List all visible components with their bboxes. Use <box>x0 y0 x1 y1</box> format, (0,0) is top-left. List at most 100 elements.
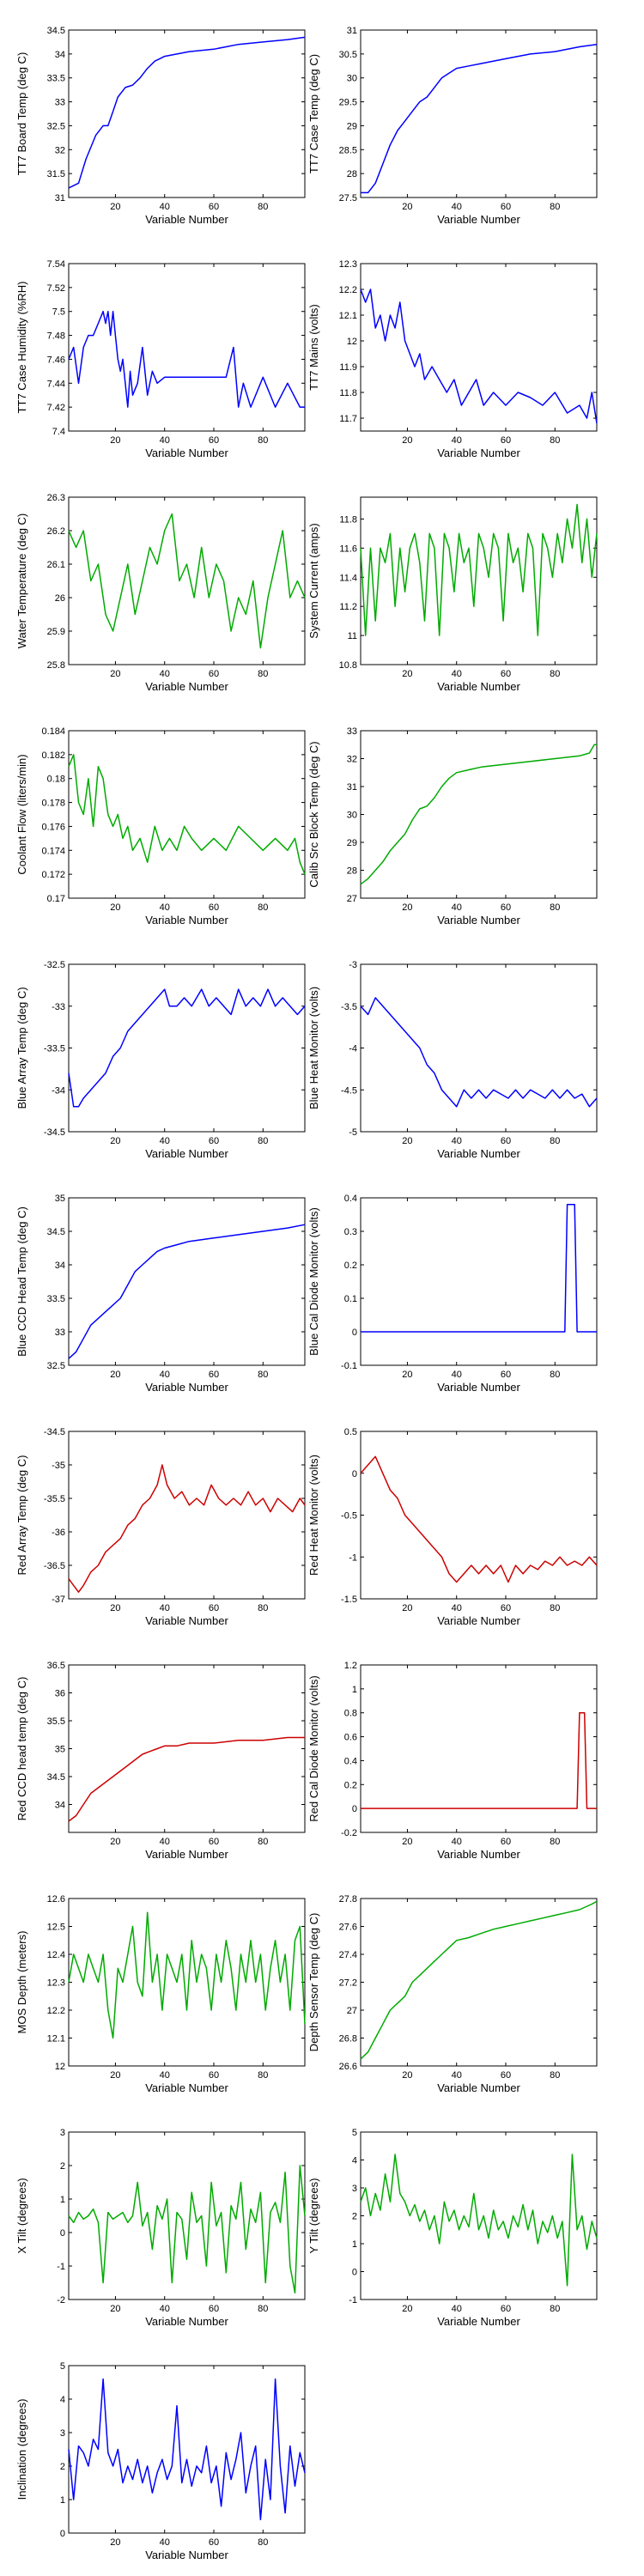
chart-7-y-tick-label: 0.184 <box>41 726 65 737</box>
chart-19-y-tick-label: 1 <box>60 2195 65 2205</box>
chart-7-y-tick-label: 0.172 <box>41 870 65 880</box>
chart-6-y-axis-label: System Current (amps) <box>307 523 320 638</box>
chart-13-y-axis-label: Red Array Temp (deg C) <box>15 1455 28 1576</box>
chart-15-x-tick-label: 40 <box>160 1837 170 1847</box>
chart-18-x-axis-label: Variable Number <box>437 2081 520 2094</box>
chart-9-x-tick-label: 80 <box>258 1136 268 1146</box>
chart-7-x-tick-label: 20 <box>110 902 120 913</box>
chart-5-x-axis-label: Variable Number <box>145 680 228 693</box>
chart-7-x-tick-label: 60 <box>209 902 219 913</box>
chart-7-axes-box <box>68 730 306 899</box>
chart-8-x-tick-label: 20 <box>402 902 412 913</box>
chart-14-x-tick-label: 80 <box>550 1603 560 1613</box>
chart-12-y-tick-label: 0.2 <box>344 1261 357 1271</box>
chart-11-y-tick-label: 33.5 <box>47 1294 65 1304</box>
chart-18-y-tick-label: 27.8 <box>339 1894 357 1905</box>
chart-21-x-tick-label: 80 <box>258 2537 268 2548</box>
chart-17-x-tick-label: 40 <box>160 2070 170 2081</box>
chart-8-y-tick-label: 28 <box>347 866 357 877</box>
chart-3-y-tick-label: 7.42 <box>47 403 65 413</box>
chart-15-x-tick-label: 80 <box>258 1837 268 1847</box>
chart-8-y-tick-label: 29 <box>347 838 357 848</box>
chart-15-x-axis-label: Variable Number <box>145 1848 228 1861</box>
chart-18-x-tick-label: 40 <box>452 2070 462 2081</box>
chart-12-y-tick-label: 0.3 <box>344 1227 357 1237</box>
chart-1-x-tick-label: 40 <box>160 202 170 212</box>
chart-3-y-tick-label: 7.44 <box>47 379 65 389</box>
chart-14-y-tick-label: 0.5 <box>344 1427 357 1437</box>
chart-6-x-tick-label: 80 <box>550 669 560 679</box>
chart-4-x-axis-label: Variable Number <box>437 447 520 459</box>
chart-1-x-tick-label: 60 <box>209 202 219 212</box>
chart-6-y-tick-label: 10.8 <box>339 660 357 671</box>
chart-10-series-line <box>360 997 598 1108</box>
chart-13-series-line <box>68 1464 306 1593</box>
chart-20-y-tick-label: -1 <box>349 2295 357 2306</box>
chart-17-y-tick-label: 12.3 <box>47 1978 65 1989</box>
chart-13-x-tick-label: 60 <box>209 1603 219 1613</box>
chart-17-x-axis-label: Variable Number <box>145 2081 228 2094</box>
chart-8-x-tick-label: 60 <box>501 902 511 913</box>
chart-6-x-tick-label: 20 <box>402 669 412 679</box>
chart-20-y-tick-label: 0 <box>352 2268 357 2278</box>
chart-19-x-tick-label: 80 <box>258 2304 268 2314</box>
chart-3-y-tick-label: 7.4 <box>52 427 65 437</box>
chart-15-x-tick-label: 20 <box>110 1837 120 1847</box>
chart-6-axes-box <box>360 496 598 665</box>
chart-15-y-tick-label: 34.5 <box>47 1772 65 1783</box>
chart-1-y-tick-label: 34 <box>55 50 65 60</box>
chart-20-y-tick-label: 1 <box>352 2239 357 2250</box>
chart-4-x-tick-label: 80 <box>550 435 560 446</box>
chart-1-y-tick-label: 31 <box>55 193 65 204</box>
chart-18-y-axis-label: Depth Sensor Temp (deg C) <box>307 1913 320 2052</box>
chart-20-y-tick-label: 2 <box>352 2212 357 2222</box>
chart-8-axes-box <box>360 730 598 899</box>
chart-21-y-tick-label: 3 <box>60 2428 65 2439</box>
chart-1-y-tick-label: 34.5 <box>47 26 65 36</box>
chart-10-x-tick-label: 40 <box>452 1136 462 1146</box>
chart-13-y-tick-label: -34.5 <box>44 1427 65 1437</box>
chart-10-y-tick-label: -3.5 <box>341 1002 357 1012</box>
chart-14-series-line <box>360 1455 598 1583</box>
chart-21-series-line <box>68 2378 306 2521</box>
chart-18-y-tick-label: 26.8 <box>339 2034 357 2044</box>
chart-11-y-tick-label: 33 <box>55 1327 65 1338</box>
chart-19-x-tick-label: 40 <box>160 2304 170 2314</box>
chart-2-y-tick-label: 29 <box>347 121 357 131</box>
chart-1-x-tick-label: 20 <box>110 202 120 212</box>
chart-17-axes-box <box>68 1898 306 2067</box>
chart-20-x-tick-label: 80 <box>550 2304 560 2314</box>
chart-19-y-axis-label: X Tilt (degrees) <box>15 2178 28 2253</box>
chart-14-x-tick-label: 60 <box>501 1603 511 1613</box>
chart-8-y-tick-label: 32 <box>347 755 357 765</box>
chart-17-y-tick-label: 12.4 <box>47 1950 65 1960</box>
chart-19-x-axis-label: Variable Number <box>145 2315 228 2328</box>
chart-2-x-axis-label: Variable Number <box>437 213 520 226</box>
chart-7-x-axis-label: Variable Number <box>145 914 228 927</box>
chart-18-y-tick-label: 27.6 <box>339 1923 357 1933</box>
chart-19-y-tick-label: -2 <box>57 2295 65 2306</box>
chart-10-y-tick-label: -3 <box>349 960 357 970</box>
chart-6-series-line <box>360 503 598 636</box>
chart-21-y-tick-label: 4 <box>60 2395 65 2405</box>
chart-8-x-tick-label: 80 <box>550 902 560 913</box>
chart-16-series-line <box>361 1711 597 1809</box>
chart-8-y-tick-label: 31 <box>347 782 357 793</box>
chart-20-y-tick-label: 4 <box>352 2156 357 2166</box>
chart-16-y-tick-label: 0.8 <box>344 1709 357 1719</box>
chart-11-y-tick-label: 35 <box>55 1194 65 1204</box>
chart-8-y-tick-label: 27 <box>347 894 357 904</box>
chart-13-y-tick-label: -35 <box>52 1461 65 1471</box>
chart-20-y-axis-label: Y Tilt (degrees) <box>307 2178 320 2254</box>
chart-14-y-axis-label: Red Heat Monitor (volts) <box>307 1455 320 1576</box>
chart-5-y-tick-label: 25.9 <box>47 627 65 637</box>
chart-3-x-axis-label: Variable Number <box>145 447 228 459</box>
chart-12-x-axis-label: Variable Number <box>437 1381 520 1394</box>
chart-15-y-tick-label: 36 <box>55 1689 65 1699</box>
chart-19-series-line <box>68 2165 306 2293</box>
chart-2-y-tick-label: 30.5 <box>339 50 357 60</box>
chart-17-series-line <box>68 1911 306 2039</box>
chart-16-x-tick-label: 60 <box>501 1837 511 1847</box>
chart-4-y-axis-label: TT7 Mains (volts) <box>307 304 320 390</box>
chart-3-series-line <box>68 310 305 408</box>
